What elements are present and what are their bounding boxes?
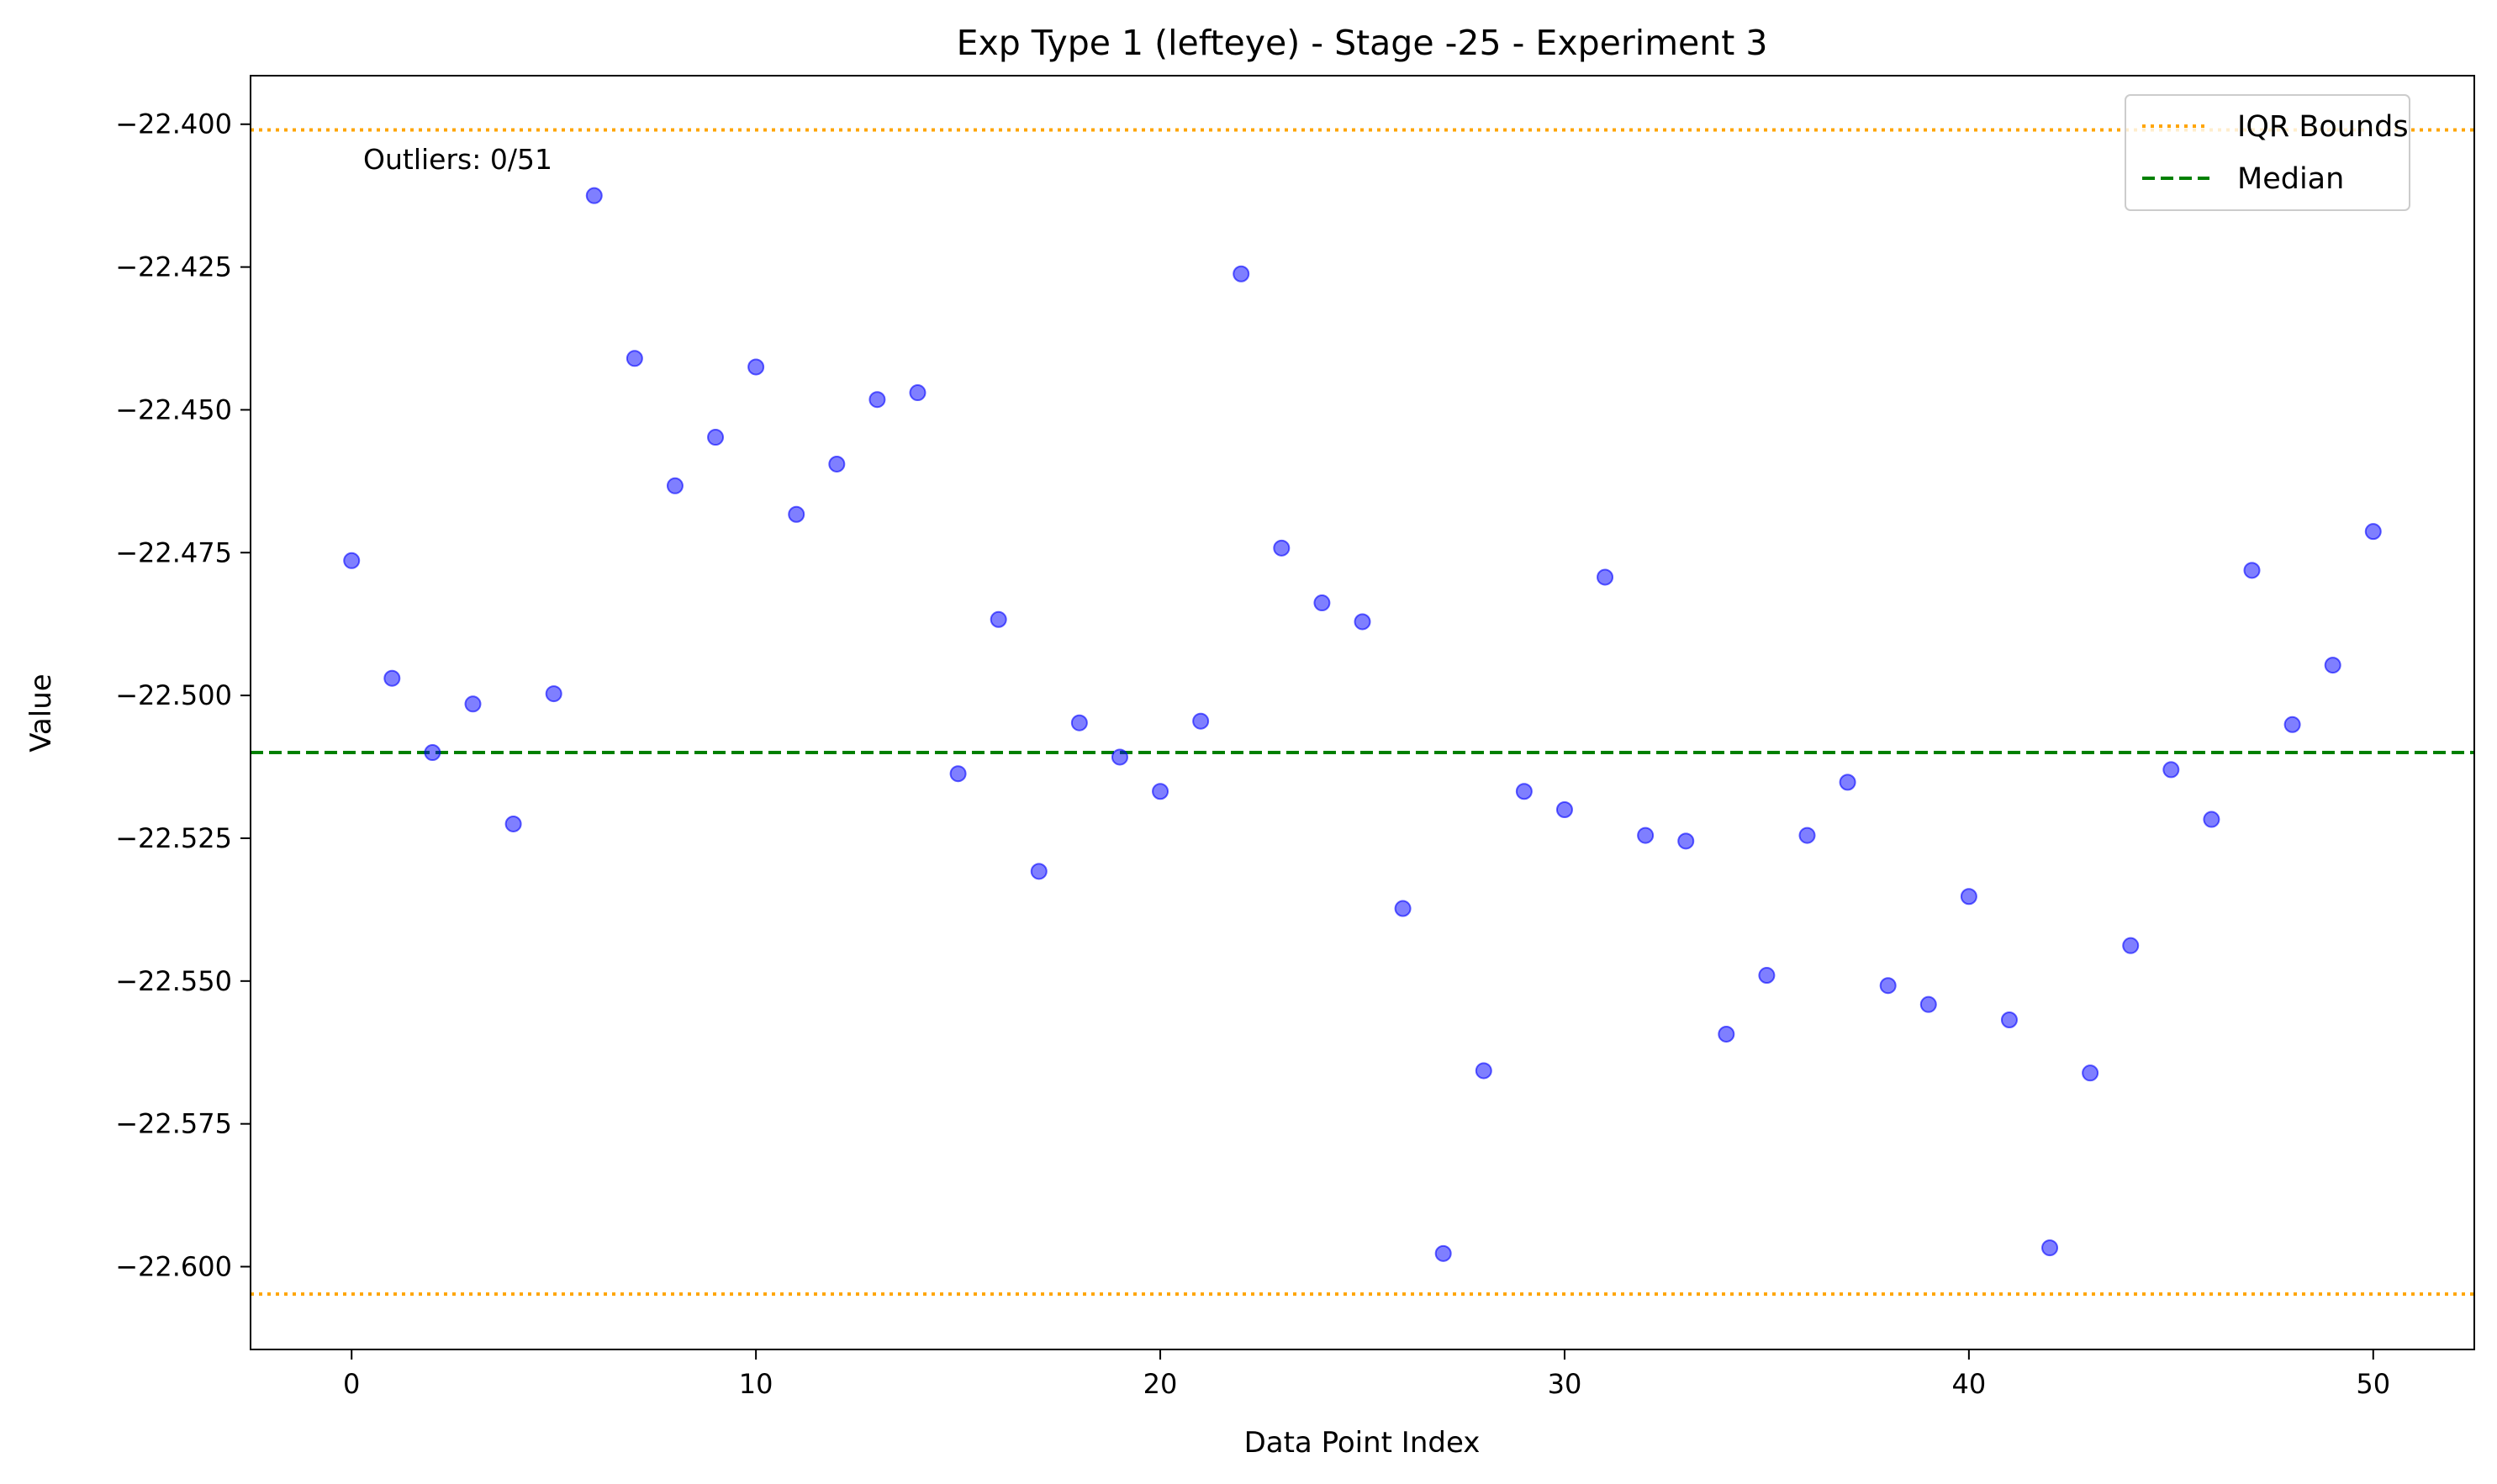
legend-label-median: Median	[2237, 162, 2344, 196]
y-tick-label: −22.525	[115, 822, 232, 854]
data-point	[788, 505, 805, 523]
data-point	[707, 429, 725, 446]
data-point	[1919, 995, 1937, 1013]
y-tick-label: −22.425	[115, 251, 232, 283]
legend-label-iqr-bounds: IQR Bounds	[2237, 110, 2409, 144]
data-point	[1637, 826, 1655, 844]
y-tick-label: −22.575	[115, 1108, 232, 1140]
data-point	[1839, 774, 1856, 791]
y-tick-label: −22.600	[115, 1250, 232, 1282]
chart-title: Exp Type 1 (lefteye) - Stage -25 - Exper…	[957, 23, 1768, 63]
data-point	[2162, 761, 2180, 779]
data-point	[1758, 967, 1776, 985]
data-point	[1111, 748, 1128, 766]
data-point	[2082, 1064, 2099, 1082]
data-point	[1313, 594, 1331, 612]
data-point	[1070, 714, 1088, 731]
data-point	[2364, 523, 2382, 541]
data-point	[909, 384, 926, 402]
data-point	[1394, 900, 1412, 917]
data-point	[1354, 613, 1371, 631]
data-point	[990, 610, 1007, 628]
data-point	[1152, 783, 1169, 800]
x-axis-label: Data Point Index	[1244, 1426, 1481, 1460]
data-point	[1555, 800, 1573, 818]
y-tick-label: −22.400	[115, 108, 232, 140]
data-point	[1677, 832, 1695, 850]
data-point	[2000, 1011, 2018, 1029]
legend-box	[2125, 94, 2410, 211]
data-point	[2243, 562, 2261, 579]
x-tick-label: 30	[1548, 1368, 1582, 1400]
x-tick-label: 20	[1143, 1368, 1178, 1400]
x-tick-label: 10	[739, 1368, 773, 1400]
data-point	[585, 187, 603, 204]
data-point	[626, 350, 643, 367]
data-point	[868, 391, 886, 409]
data-point	[949, 765, 967, 783]
data-point	[747, 358, 765, 376]
data-point	[464, 695, 482, 713]
data-point	[343, 552, 361, 569]
outlier-count-annotation: Outliers: 0/51	[363, 143, 552, 176]
y-tick-label: −22.500	[115, 679, 232, 711]
data-point	[1233, 265, 1250, 283]
data-point	[1960, 888, 1977, 906]
data-point	[1434, 1244, 1452, 1262]
data-point	[1192, 712, 1210, 730]
data-point	[1798, 826, 1816, 844]
y-axis-label: Value	[24, 673, 58, 752]
y-tick-label: −22.475	[115, 536, 232, 568]
data-point	[424, 744, 441, 762]
data-point	[1515, 783, 1533, 800]
data-point	[2122, 937, 2140, 954]
data-point	[1273, 539, 1291, 557]
x-tick-label: 0	[343, 1368, 360, 1400]
axes-frame	[250, 75, 2475, 1350]
data-point	[1030, 863, 1048, 880]
x-tick-label: 50	[2356, 1368, 2390, 1400]
data-point	[666, 477, 684, 494]
data-point	[1597, 568, 1614, 586]
y-tick-label: −22.550	[115, 965, 232, 997]
y-axis: −22.400 −22.425 −22.450 −22.475 −22.500 −22.5…	[115, 108, 251, 1282]
x-axis: 0 10 20 30 40 50	[343, 1349, 2390, 1400]
data-point	[504, 815, 522, 832]
data-point	[1718, 1025, 1735, 1043]
x-tick-label: 40	[1952, 1368, 1987, 1400]
data-point	[2203, 811, 2220, 828]
data-point	[2283, 716, 2301, 733]
data-point	[1475, 1062, 1492, 1080]
data-point	[2324, 657, 2341, 674]
legend: IQR Bounds Median	[2125, 94, 2410, 211]
plot-area	[251, 128, 2474, 1297]
y-tick-label: −22.450	[115, 393, 232, 425]
data-point	[828, 455, 846, 473]
data-point	[545, 685, 562, 703]
data-point	[1879, 977, 1897, 995]
data-point	[2041, 1239, 2059, 1257]
data-point	[383, 669, 401, 687]
